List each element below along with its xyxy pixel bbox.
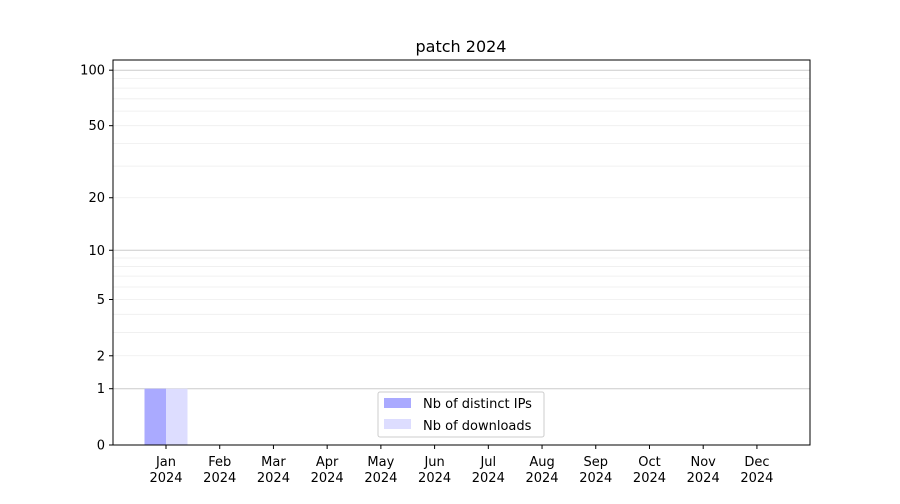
x-tick-label: 2024 [740,471,773,486]
x-tick-label: 2024 [311,471,344,486]
x-tick-label: Apr [316,455,339,470]
x-tick-label: 2024 [472,471,505,486]
legend-box [377,391,545,438]
chart-title: patch 2024 [416,37,507,56]
y-tick-label: 5 [97,293,105,308]
y-tick-label: 20 [88,191,105,206]
x-tick-label: Jun [423,455,444,470]
x-tick-label: Oct [638,455,660,470]
x-tick-label: 2024 [203,471,236,486]
x-tick-label: Jan [155,455,176,470]
legend: Nb of distinct IPs Nb of downloads [377,391,545,438]
x-tick-label: May [367,455,394,470]
y-tick-label: 0 [97,439,105,454]
y-tick-label: 50 [88,119,105,134]
x-tick-label: 2024 [579,471,612,486]
x-tick-label: 2024 [418,471,451,486]
x-tick-label: Aug [529,455,554,470]
x-tick-label: Sep [584,455,609,470]
x-axis: Jan2024Feb2024Mar2024Apr2024May2024Jun20… [149,445,773,486]
x-tick-label: 2024 [687,471,720,486]
x-tick-label: Mar [261,455,286,470]
legend-swatch-distinct-ips [384,398,411,408]
grid [113,69,810,390]
x-tick-label: 2024 [257,471,290,486]
y-tick-label: 10 [88,244,105,259]
bar-downloads [166,388,188,445]
plot-frame [112,59,811,446]
x-tick-label: 2024 [149,471,182,486]
y-tick-label: 100 [80,64,105,79]
legend-swatch-downloads [384,419,411,429]
x-tick-label: 2024 [633,471,666,486]
x-tick-label: 2024 [525,471,558,486]
bar-distinct-ips [144,388,166,445]
bars [144,388,188,445]
y-axis: 0 1 2 5 10 20 50 100 [80,64,113,454]
x-tick-label: Nov [691,455,717,470]
legend-label-downloads: Nb of downloads [423,419,532,434]
x-tick-label: Dec [744,455,769,470]
y-tick-label: 2 [97,349,105,364]
x-tick-label: Feb [208,455,231,470]
y-tick-label: 1 [97,382,105,397]
x-tick-label: Jul [479,455,496,470]
x-tick-label: 2024 [364,471,397,486]
legend-label-distinct-ips: Nb of distinct IPs [423,397,532,412]
